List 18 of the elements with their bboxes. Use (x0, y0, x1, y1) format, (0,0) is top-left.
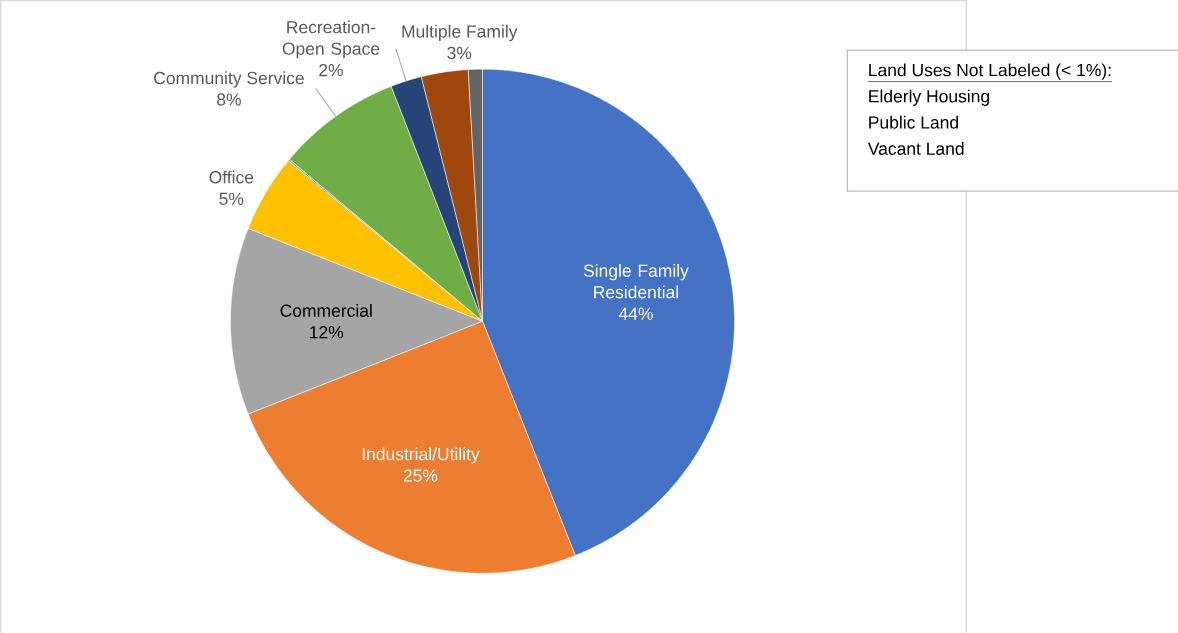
data-label: 8% (217, 93, 241, 106)
slice-label: Recreation-Open Space (282, 20, 380, 59)
data-label: 25% (403, 469, 438, 482)
data-label: 3% (447, 46, 472, 60)
text: Vacant Land (867, 142, 964, 156)
slice-label: Industrial/Utility (362, 447, 480, 464)
data-label: 44% (618, 307, 653, 320)
slice-label: Multiple Family (402, 24, 518, 42)
data-label: 2% (319, 64, 343, 77)
text: Public Land (869, 115, 958, 129)
slice-label: Commercial (280, 304, 372, 318)
slice-label: Single Family Residential (583, 264, 689, 299)
data-label: 12% (310, 326, 344, 339)
text: Land Uses Not Labeled (< 1%): (869, 63, 1111, 80)
data-label: 5% (219, 192, 244, 206)
slice-label: Office (209, 170, 254, 184)
slice-label: Community Service (154, 71, 304, 88)
text: Elderly Housing (869, 89, 990, 107)
